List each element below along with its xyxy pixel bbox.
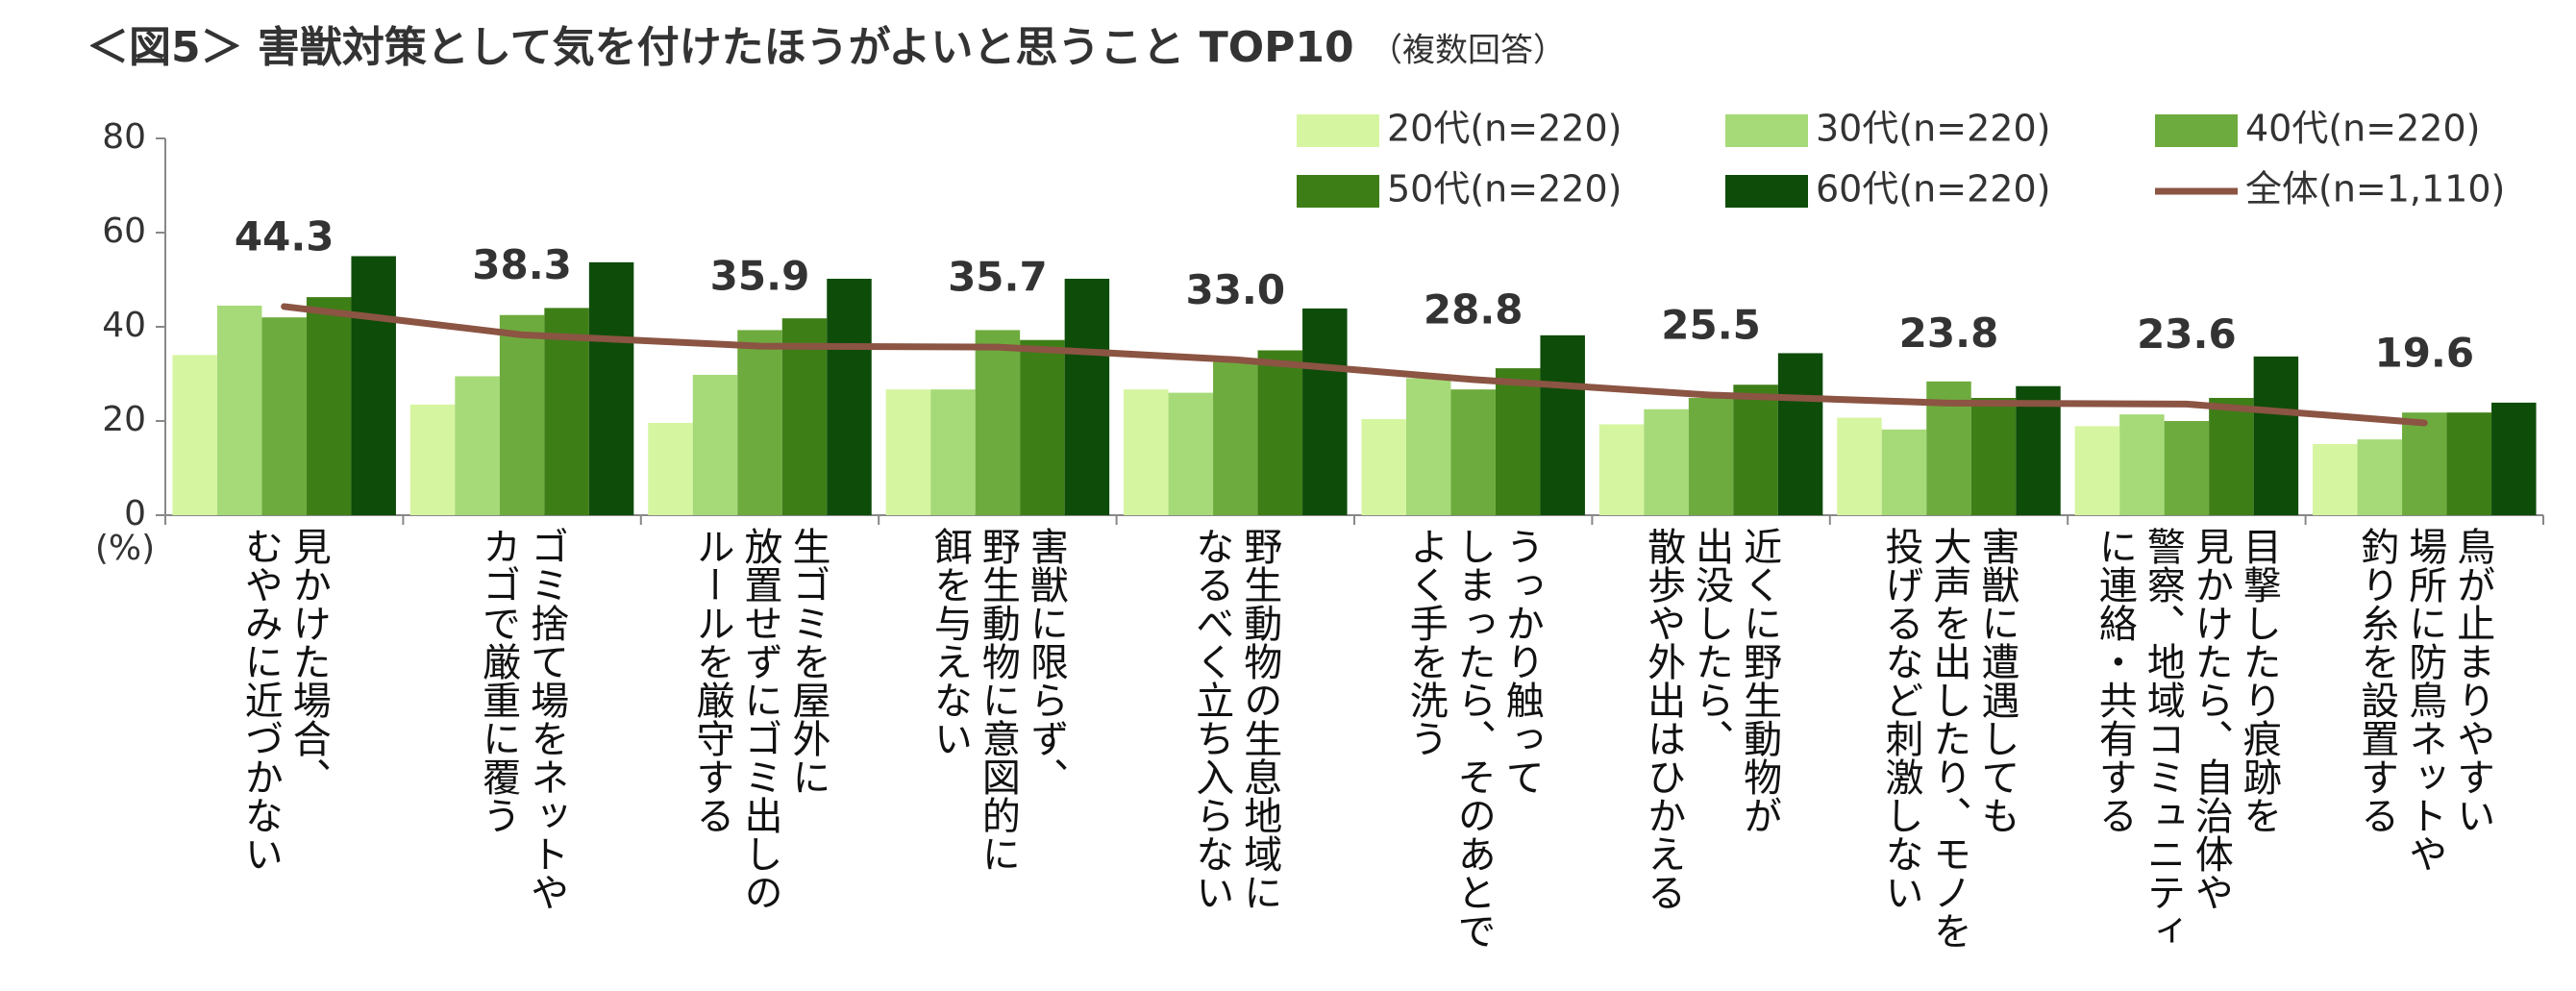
- bar: [1405, 378, 1451, 515]
- bar: [499, 314, 545, 515]
- bar: [1257, 350, 1303, 515]
- legend-swatch: [1725, 175, 1808, 208]
- bar: [781, 318, 828, 515]
- bar: [1540, 334, 1585, 515]
- bar: [1688, 397, 1734, 515]
- bar: [2074, 426, 2120, 515]
- bar: [216, 305, 262, 515]
- bar: [544, 308, 589, 515]
- bar: [306, 297, 352, 515]
- bar: [1124, 389, 1169, 515]
- bar: [2446, 412, 2492, 515]
- bar: [1733, 384, 1778, 515]
- bar: [1495, 368, 1541, 515]
- data-label: 19.6: [2374, 329, 2474, 376]
- y-tick-label: 60: [102, 211, 146, 251]
- y-tick-label: 0: [124, 494, 146, 533]
- bar: [1168, 392, 1214, 515]
- legend-label: 30代(n=220): [1816, 108, 2050, 150]
- bar: [2313, 444, 2358, 515]
- bar: [737, 330, 782, 515]
- bar: [455, 376, 500, 515]
- bar: [1644, 409, 1689, 515]
- bar: [261, 317, 307, 515]
- bar: [1598, 424, 1645, 515]
- data-label: 28.8: [1424, 285, 1523, 333]
- bar: [2119, 414, 2165, 515]
- x-tick-label: 害獣に遭遇しても 大声を出したり、モノを 投げるなど刺激しない: [1878, 527, 2019, 950]
- bar: [975, 330, 1021, 515]
- bar: [1450, 389, 1496, 515]
- bar: [1213, 360, 1258, 515]
- line: [281, 303, 2428, 427]
- x-tick-label: 害獣に限らず、 野生動物に意図的に 餌を与えない: [927, 527, 1068, 873]
- chart-subtitle: （複数回答）: [1370, 32, 1566, 70]
- bar: [1064, 279, 1110, 515]
- y-tick-label: 20: [102, 400, 146, 439]
- data-label: 35.9: [710, 253, 810, 300]
- x-tick-label: 野生動物の生息地域に なるべく立ち入らない: [1189, 527, 1282, 911]
- bar: [2357, 439, 2403, 515]
- x-tick-label: ゴミ捨て場をネットや カゴで厳重に覆う: [476, 527, 569, 911]
- data-label: 23.6: [2137, 310, 2237, 358]
- bar: [351, 256, 396, 515]
- data-label: 25.5: [1661, 302, 1761, 349]
- bar: [2164, 421, 2210, 515]
- x-tick-label: うっかり触って しまったら、そのあとで よく手を洗う: [1402, 527, 1544, 950]
- bar: [1837, 417, 1882, 515]
- bar: [588, 261, 634, 515]
- legend-swatch: [2155, 114, 2238, 147]
- bar: [2016, 385, 2061, 515]
- bar: [930, 389, 976, 515]
- bar: [2402, 412, 2447, 515]
- legend-label: 20代(n=220): [1387, 108, 1622, 150]
- legend-label: 全体(n=1,110): [2245, 168, 2505, 211]
- data-label: 44.3: [235, 212, 334, 260]
- data-label: 38.3: [472, 241, 572, 288]
- y-axis-label: (%): [95, 529, 155, 568]
- legend-swatch: [1297, 175, 1379, 208]
- legend-swatch: [1725, 114, 1808, 147]
- x-tick-label: 鳥が止まりやすい 場所に防鳥ネットや 釣り糸を設置する: [2354, 527, 2495, 873]
- data-label: 23.8: [1899, 310, 1999, 357]
- bar: [2253, 356, 2299, 515]
- data-label: 35.7: [948, 254, 1048, 301]
- bar: [1020, 339, 1065, 515]
- bar: [1302, 308, 1348, 515]
- x-tick-label: 生ゴミを屋外に 放置せずにゴミ出しの ルールを厳守する: [689, 527, 830, 911]
- bar: [1361, 419, 1406, 515]
- legend-label: 50代(n=220): [1387, 168, 1622, 211]
- bar: [1777, 353, 1823, 515]
- bar: [1881, 429, 1927, 515]
- bar: [2491, 402, 2537, 515]
- chart-title: ＜図5＞ 害獣対策として気を付けたほうがよいと思うこと TOP10: [87, 23, 1354, 72]
- data-label: 33.0: [1185, 266, 1285, 313]
- x-tick-label: 目撃したり痕跡を 見かけたら、自治体や 警察、地域コミュニティ に連絡・共有する: [2092, 527, 2281, 950]
- bar: [885, 389, 931, 515]
- bar: [648, 422, 693, 515]
- legend-label: 40代(n=220): [2245, 108, 2480, 150]
- bar: [409, 404, 456, 515]
- x-tick-label: 見かけた場合、 むやみに近づかない: [237, 527, 331, 873]
- legend-label: 60代(n=220): [1816, 168, 2050, 211]
- legend-swatch: [1297, 114, 1379, 147]
- bar: [2209, 397, 2254, 515]
- y-tick-label: 80: [102, 117, 146, 157]
- x-tick-label: 近くに野生動物が 出没したら、 散歩や外出はひかえる: [1641, 527, 1782, 911]
- bar: [692, 374, 738, 515]
- bar: [1970, 397, 2017, 515]
- bar: [172, 355, 217, 515]
- y-tick-label: 40: [102, 306, 146, 345]
- bar: [827, 279, 872, 515]
